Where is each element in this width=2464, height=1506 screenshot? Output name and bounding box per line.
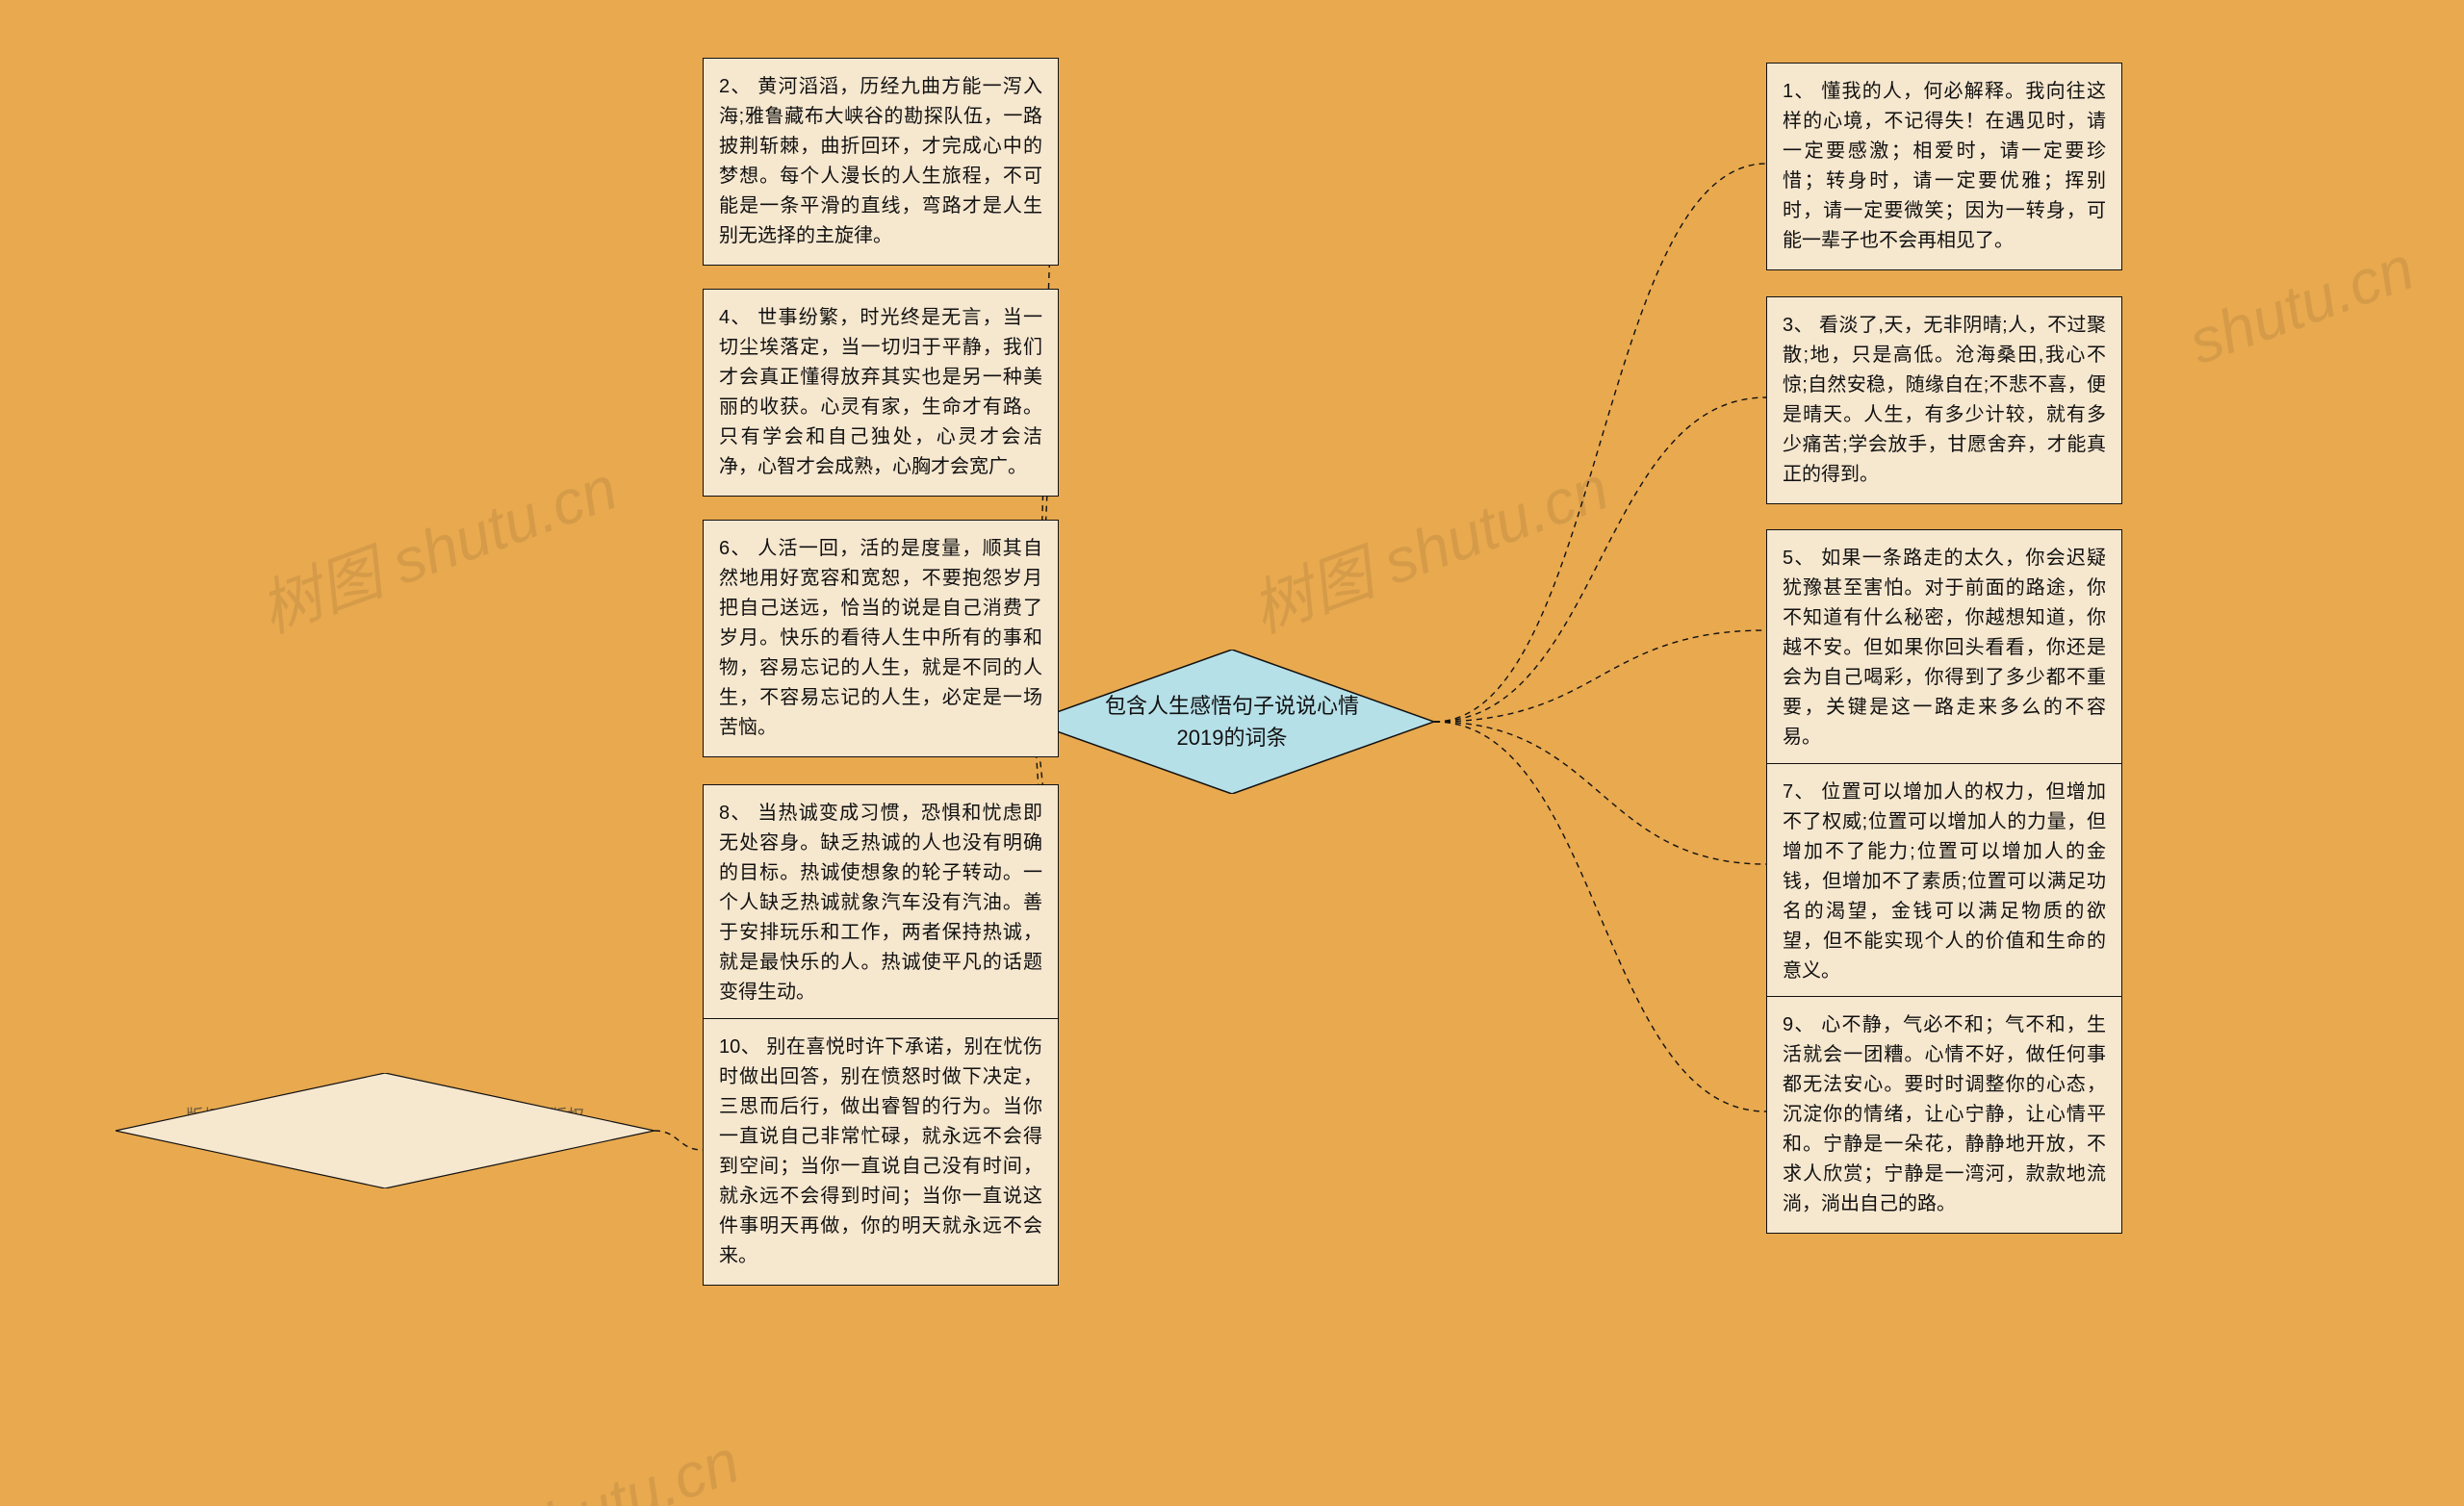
node-n9: 9、 心不静，气必不和；气不和，生活就会一团糟。心情不好，做任何事都无法安心。要… [1766,996,2122,1234]
node-n10: 10、 别在喜悦时许下承诺，别在忧伤时做出回答，别在愤怒时做下决定，三思而后行，… [703,1018,1059,1286]
center-node: 包含人生感悟句子说说心情2019的词条 [1030,650,1434,794]
node-n3: 3、 看淡了,天，无非阴晴;人，不过聚散;地，只是高低。沧海桑田,我心不惊;自然… [1766,296,2122,504]
node-n6: 6、 人活一回，活的是度量，顺其自然地用好宽容和宽恕，不要抱怨岁月把自己送远，恰… [703,520,1059,757]
node-n7: 7、 位置可以增加人的权力，但增加不了权威;位置可以增加人的力量，但增加不了能力… [1766,763,2122,1001]
node-n2: 2、 黄河滔滔，历经九曲方能一泻入海;雅鲁藏布大峡谷的勘探队伍，一路披荆斩棘，曲… [703,58,1059,266]
node-n8: 8、 当热诚变成习惯，恐惧和忧虑即无处容身。缺乏热诚的人也没有明确的目标。热诚使… [703,784,1059,1022]
node-n5: 5、 如果一条路走的太久，你会迟疑犹豫甚至害怕。对于前面的路途，你不知道有什么秘… [1766,529,2122,767]
copyright-node: 版权声明：图片来源于网络，图文无关。如涉及版权问题，请作者持权属证明与本网联系 [116,1073,654,1188]
node-n4: 4、 世事纷繁，时光终是无言，当一切尘埃落定，当一切归于平静，我们才会真正懂得放… [703,289,1059,497]
mindmap-canvas: 树图 shutu.cn树图 shutu.cnshutu.cnshutu.cn 包… [0,0,2464,1506]
node-n1: 1、 懂我的人，何必解释。我向往这样的心境，不记得失！在遇见时，请一定要感激；相… [1766,63,2122,270]
